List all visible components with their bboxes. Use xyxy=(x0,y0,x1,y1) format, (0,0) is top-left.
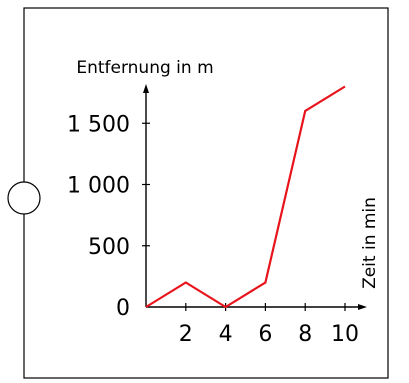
y-tick-label: 500 xyxy=(88,235,130,260)
y-tick-label: 1 500 xyxy=(67,112,130,137)
x-tick-label: 4 xyxy=(219,322,233,347)
x-tick-label: 6 xyxy=(258,322,272,347)
x-axis-title: Zeit in min xyxy=(360,197,380,289)
y-axis-title: Entfernung in m xyxy=(76,58,213,78)
y-axis-arrowhead xyxy=(143,84,149,93)
x-axis-arrowhead xyxy=(358,304,367,310)
hole-circle xyxy=(7,181,41,215)
x-tick-label: 10 xyxy=(331,322,359,347)
series-line xyxy=(145,85,346,309)
x-tick-label: 2 xyxy=(179,322,193,347)
y-tick-label: 0 xyxy=(116,296,130,321)
y-tick-label: 1 000 xyxy=(67,174,130,199)
card-border xyxy=(23,7,389,379)
x-tick-label: 8 xyxy=(298,322,312,347)
